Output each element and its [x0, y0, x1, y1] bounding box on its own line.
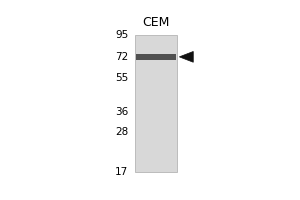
Polygon shape	[179, 51, 193, 62]
Text: 55: 55	[115, 73, 128, 83]
Text: 72: 72	[115, 52, 128, 62]
Text: CEM: CEM	[142, 16, 170, 29]
Bar	[135, 35, 177, 172]
Text: 28: 28	[115, 127, 128, 137]
Bar	[136, 54, 176, 60]
Text: 17: 17	[115, 167, 128, 177]
Text: 95: 95	[115, 30, 128, 40]
Text: 36: 36	[115, 107, 128, 117]
